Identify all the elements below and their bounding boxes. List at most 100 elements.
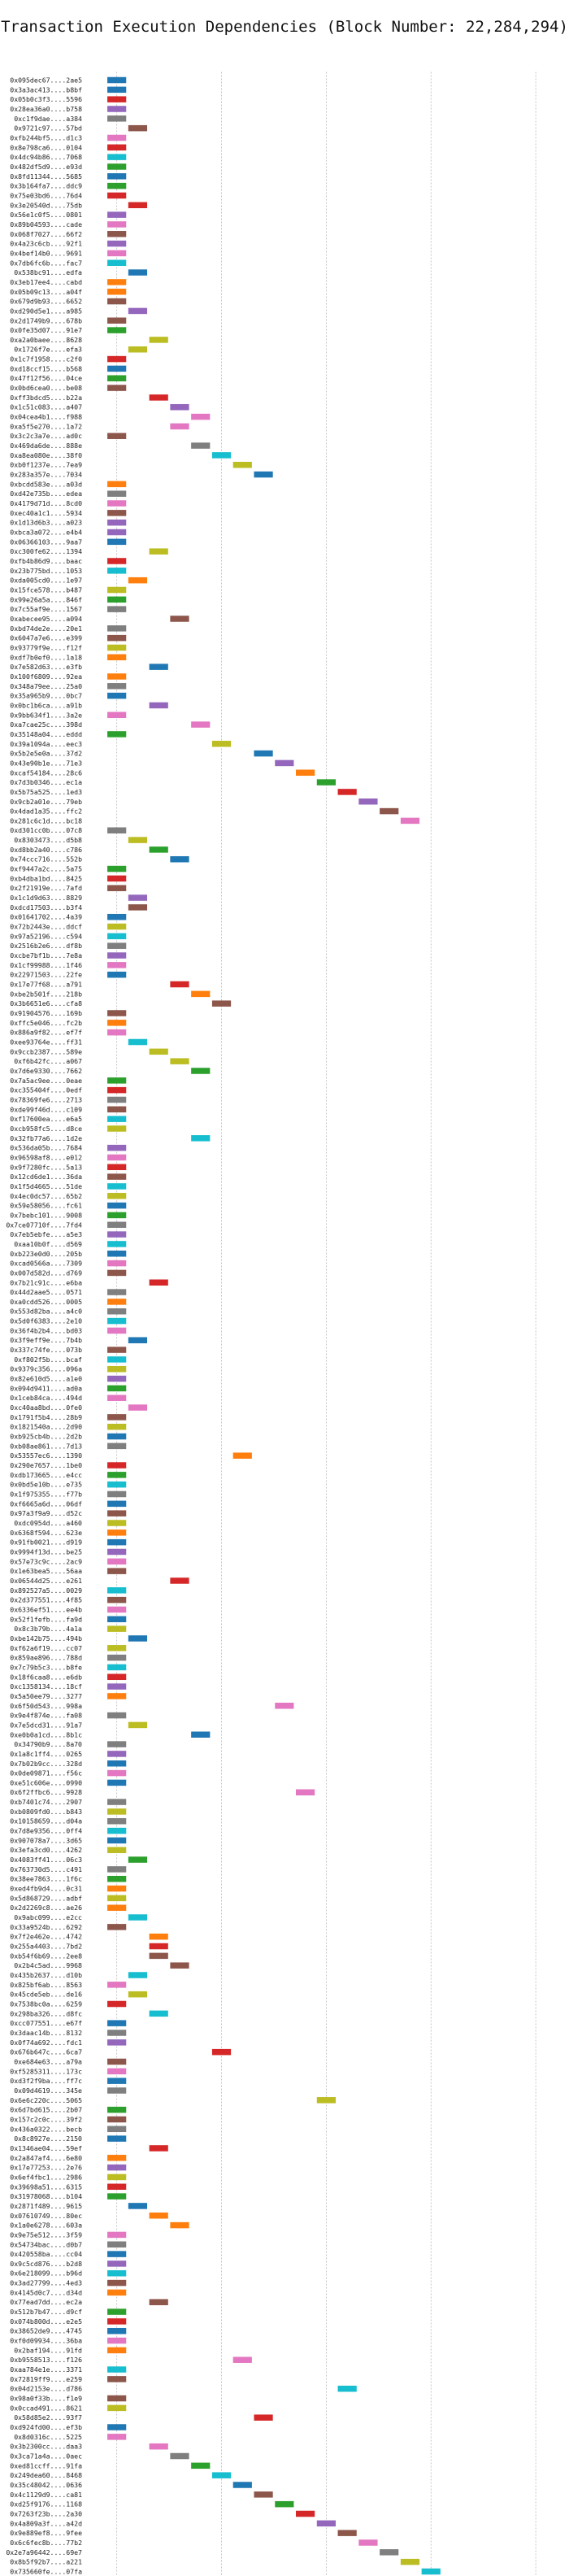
y-tick-label: 0x4083ff41....06c3	[10, 1856, 82, 1864]
tx-bar	[107, 1241, 127, 1247]
y-tick-label: 0x6f2ffbc6....9928	[10, 1788, 82, 1796]
tx-bar	[107, 500, 127, 507]
tx-bar	[107, 2337, 127, 2344]
tx-bar	[107, 711, 127, 719]
y-tick-label: 0xc1358134....18cf	[10, 1682, 82, 1690]
y-tick-label: 0x095dec67....2ae5	[10, 76, 82, 85]
tx-bar	[107, 2231, 127, 2239]
y-tick-label: 0xb0f1237e....7ea9	[10, 461, 82, 469]
y-tick-label: 0xa2a0baee....8628	[10, 336, 82, 344]
y-tick-label: 0x58d85e2....93f7	[14, 2413, 82, 2422]
tx-bar	[107, 2366, 127, 2373]
tx-bar	[107, 1712, 127, 1719]
y-tick-label: 0xf17600ea....e6a5	[10, 1115, 82, 1123]
tx-bar	[107, 1077, 127, 1084]
tx-bar	[128, 269, 148, 276]
y-tick-label: 0x157c2c0c....39f2	[10, 2115, 82, 2123]
y-tick-label: 0xcbe7bf1b....7e8a	[10, 951, 82, 959]
y-tick-label: 0x57e73c9c....2ac9	[10, 1557, 82, 1565]
tx-bar	[107, 2106, 127, 2113]
y-tick-label: 0x1821540a....2d90	[10, 1423, 82, 1431]
y-tick-label: 0x6e6c220c....5065	[10, 2096, 82, 2104]
y-tick-label: 0xa8ea080e....38f0	[10, 451, 82, 459]
tx-bar	[107, 221, 127, 228]
tx-bar	[149, 337, 168, 343]
y-tick-label: 0xbcdd583e....a03d	[10, 480, 82, 488]
y-tick-label: 0x39698a51....6315	[10, 2182, 82, 2191]
tx-bar	[107, 2164, 127, 2171]
tx-bar	[400, 2558, 420, 2565]
y-tick-label: 0x886a9f82....ef7f	[10, 1029, 82, 1037]
y-tick-label: 0x7eb5ebfe....a5e3	[10, 1230, 82, 1238]
tx-bar	[107, 1837, 127, 1844]
tx-bar	[107, 1375, 127, 1382]
tx-bar	[254, 471, 273, 478]
tx-bar	[107, 673, 127, 680]
y-tick-label: 0x4bef14b0....9691	[10, 249, 82, 257]
y-tick-label: 0x5d0f6383....2e10	[10, 1317, 82, 1325]
tx-bar	[254, 2491, 273, 2498]
tx-bar	[380, 807, 399, 815]
y-tick-label: 0xb54f6b69....2ee8	[10, 1952, 82, 1960]
y-tick-label: 0x0bd6cea0....be08	[10, 384, 82, 392]
tx-bar	[107, 2000, 127, 2008]
y-tick-label: 0xe0b0a1cd....8b1c	[10, 1730, 82, 1738]
y-tick-label: 0x91fb0021....d919	[10, 1538, 82, 1547]
y-tick-label: 0xf62a6f19....cc07	[10, 1644, 82, 1652]
tx-bar	[170, 1577, 189, 1584]
tx-bar	[107, 1596, 127, 1603]
y-tick-label: 0x7e582d63....e3fb	[10, 663, 82, 671]
tx-bar	[128, 202, 148, 209]
y-tick-label: 0x536da05b....7684	[10, 1144, 82, 1152]
tx-bar	[107, 827, 127, 833]
y-tick-label: 0x1d13d6b3....a023	[10, 519, 82, 527]
tx-bar	[107, 529, 127, 536]
tx-bar	[107, 1664, 127, 1671]
tx-bar	[107, 1769, 127, 1777]
y-tick-label: 0x38652de9....4745	[10, 2327, 82, 2335]
y-tick-label: 0x7b21c91c....e6ba	[10, 1278, 82, 1286]
y-tick-label: 0x1726f7e....efa3	[14, 346, 82, 354]
y-tick-label: 0x75e03bd6....76d4	[10, 191, 82, 199]
tx-bar	[107, 1433, 127, 1440]
y-tick-label: 0x8b5f92b7....a221	[10, 2558, 82, 2566]
y-tick-label: 0x0bc1b6ca....a91b	[10, 701, 82, 709]
y-tick-label: 0x074b800d....e2e5	[10, 2317, 82, 2326]
y-tick-label: 0x3b2300cc....daa3	[10, 2443, 82, 2451]
tx-bar	[128, 307, 148, 315]
tx-bar	[107, 317, 127, 324]
y-tick-label: 0xdcd17503....b3f4	[10, 903, 82, 912]
y-tick-label: 0x2d2269c8....ae26	[10, 1904, 82, 1912]
y-tick-label: 0x9379c356....096a	[10, 1365, 82, 1373]
tx-bar	[191, 721, 211, 728]
y-tick-label: 0x283a357e....7034	[10, 471, 82, 479]
y-tick-label: 0x512b7b47....d9cf	[10, 2308, 82, 2316]
tx-bar	[400, 817, 420, 825]
tx-bar	[107, 933, 127, 940]
tx-bar	[107, 913, 127, 920]
y-tick-label: 0xffc5e046....fc2b	[10, 1019, 82, 1027]
y-tick-label: 0x676b647c....6ca7	[10, 2048, 82, 2056]
y-tick-label: 0x44d2aae5....0571	[10, 1288, 82, 1296]
tx-bar	[128, 1721, 148, 1729]
tx-bar	[107, 2068, 127, 2075]
y-tick-label: 0xfb4b86d9....baac	[10, 557, 82, 565]
y-tick-label: 0x735660fe....07fa	[10, 2567, 82, 2575]
tx-bar	[128, 1337, 148, 1343]
y-tick-label: 0x8303473....d5b8	[14, 836, 82, 844]
y-tick-label: 0xb4dba1bd....8425	[10, 874, 82, 882]
y-tick-label: 0x068f7027....66f2	[10, 230, 82, 238]
tx-bar	[107, 1760, 127, 1767]
y-tick-label: 0x33a9524b....6292	[10, 1923, 82, 1931]
tx-bar	[107, 1154, 127, 1161]
tx-bar	[107, 2193, 127, 2200]
y-tick-label: 0x436a0322....becb	[10, 2125, 82, 2133]
tx-bar	[149, 1933, 168, 1940]
tx-bar	[107, 692, 127, 699]
y-tick-label: 0xee93764e....ff31	[10, 1038, 82, 1046]
y-tick-label: 0x2516b2e6....df8b	[10, 942, 82, 950]
tx-bar	[170, 403, 189, 411]
y-tick-label: 0xa0cdd526....0005	[10, 1298, 82, 1306]
y-tick-label: 0x05b09c13....a04f	[10, 288, 82, 296]
tx-bar	[107, 1490, 127, 1498]
